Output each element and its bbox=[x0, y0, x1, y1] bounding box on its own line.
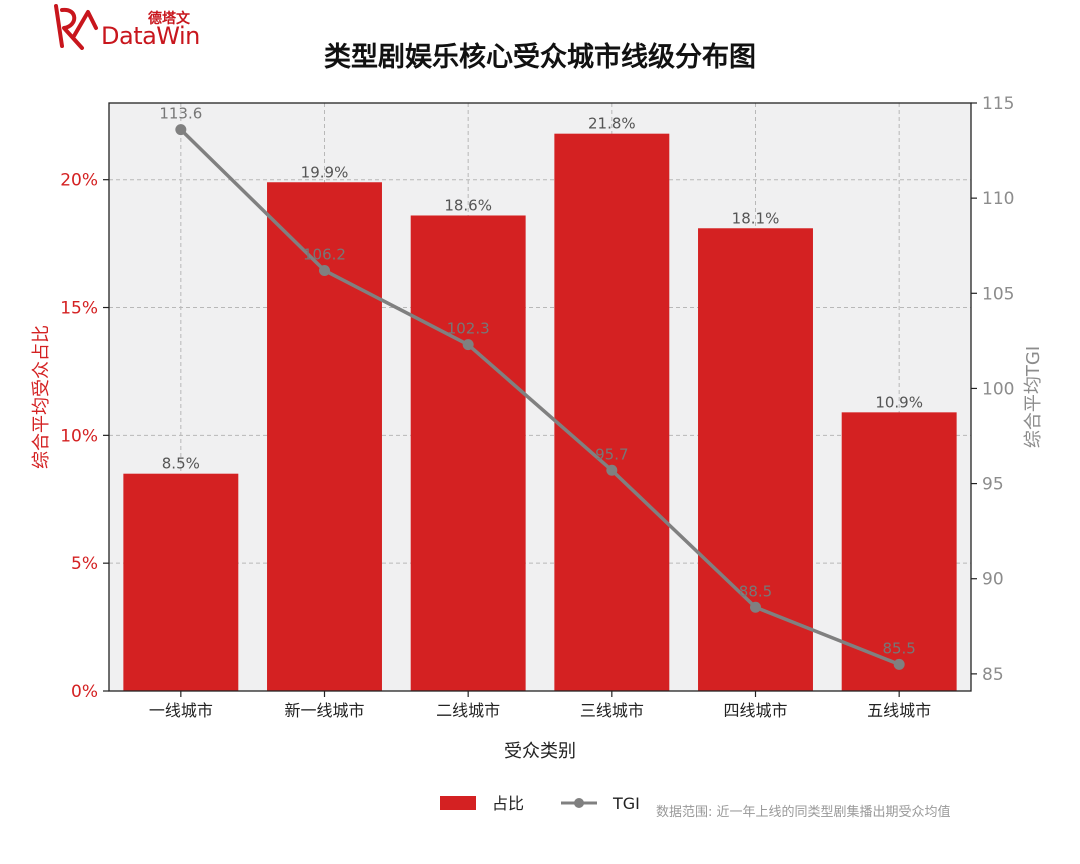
y-tick-label: 10% bbox=[60, 426, 98, 446]
tgi-value-label: 102.3 bbox=[447, 320, 490, 338]
datawin-logo-icon bbox=[54, 4, 98, 50]
tgi-value-label: 95.7 bbox=[595, 445, 628, 463]
bar-value-label: 18.1% bbox=[732, 209, 780, 227]
bar-value-label: 8.5% bbox=[162, 455, 200, 473]
bar bbox=[123, 473, 239, 691]
tgi-value-label: 106.2 bbox=[303, 245, 346, 263]
y2-axis-label: 综合平均TGI bbox=[1023, 346, 1044, 448]
bar bbox=[410, 215, 526, 692]
x-tick-label: 二线城市 bbox=[436, 701, 500, 720]
tgi-value-label: 85.5 bbox=[882, 639, 915, 657]
bar-value-label: 19.9% bbox=[301, 163, 349, 181]
legend-swatch-marker bbox=[574, 798, 584, 808]
y2-tick-label: 105 bbox=[982, 284, 1014, 304]
legend-label-bar: 占比 bbox=[492, 794, 524, 813]
y-tick-label: 15% bbox=[60, 299, 98, 319]
legend-label-line: TGI bbox=[612, 794, 640, 813]
bar-value-label: 18.6% bbox=[444, 196, 492, 214]
y2-tick-label: 85 bbox=[982, 665, 1004, 685]
tgi-point bbox=[893, 658, 905, 670]
tgi-value-label: 113.6 bbox=[159, 105, 202, 123]
bar bbox=[841, 412, 957, 691]
x-axis-label: 受众类别 bbox=[504, 741, 576, 762]
tgi-point bbox=[606, 464, 618, 476]
tgi-line-path bbox=[179, 128, 900, 666]
y2-tick-label: 110 bbox=[982, 189, 1014, 209]
tgi-point bbox=[750, 601, 761, 613]
tgi-point bbox=[175, 124, 187, 136]
legend-swatch-bar bbox=[440, 796, 476, 810]
bar-value-label: 21.8% bbox=[588, 115, 636, 133]
x-tick-label: 四线城市 bbox=[723, 701, 787, 720]
tgi-point bbox=[462, 339, 474, 351]
x-tick-label: 新一线城市 bbox=[284, 701, 364, 720]
y2-tick-label: 95 bbox=[982, 475, 1004, 495]
bars bbox=[123, 133, 957, 692]
y2-tick-label: 115 bbox=[982, 94, 1014, 114]
y2-tick-label: 100 bbox=[982, 379, 1014, 399]
y-tick-label: 5% bbox=[71, 554, 98, 574]
tgi-value-label: 88.5 bbox=[739, 582, 772, 600]
x-tick-label: 五线城市 bbox=[867, 701, 931, 720]
bar bbox=[554, 133, 670, 692]
data-labels: 8.5% 19.9% 18.6% 21.8% 18.1% 10.9% 113.6 106.2 1… bbox=[159, 105, 923, 658]
x-tick-label: 一线城市 bbox=[149, 701, 213, 720]
bar-value-label: 10.9% bbox=[875, 393, 923, 411]
y-axis-label: 综合平均受众占比 bbox=[31, 325, 52, 469]
logo-text-cn: 德塔文 bbox=[148, 11, 190, 27]
y-tick-label: 0% bbox=[71, 682, 98, 702]
data-note: 数据范围: 近一年上线的同类型剧集播出期受众均值 bbox=[656, 804, 951, 820]
y2-tick-label: 90 bbox=[982, 570, 1004, 590]
axes: 0% 5% 10% 15% 20% 85 90 95 100 105 110 115 一线城市 新一线城市… bbox=[60, 94, 1014, 720]
logo-text-en: DataWin bbox=[101, 22, 200, 50]
tgi-point bbox=[319, 264, 330, 276]
bar bbox=[698, 228, 813, 691]
y-tick-label: 20% bbox=[60, 171, 98, 191]
chart-title: 类型剧娱乐核心受众城市线级分布图 bbox=[324, 41, 756, 73]
tgi-line bbox=[175, 124, 905, 670]
plot-frame bbox=[108, 102, 972, 692]
x-tick-label: 三线城市 bbox=[580, 701, 644, 720]
